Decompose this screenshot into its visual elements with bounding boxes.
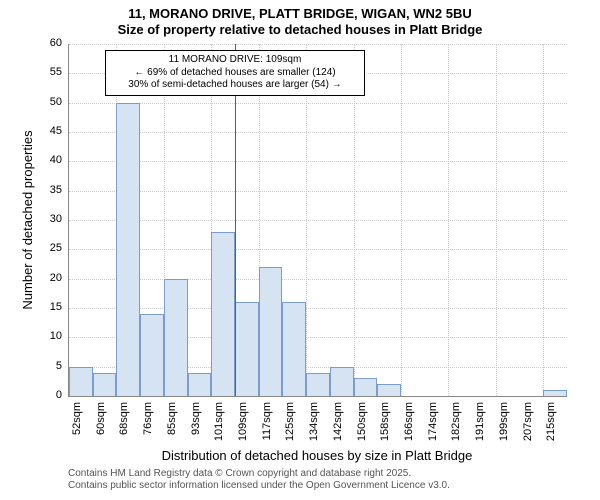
ytick-label: 20 [34,273,62,284]
annotation-line: ← 69% of detached houses are smaller (12… [111,67,359,80]
footer-line-2: Contains public sector information licen… [68,480,450,492]
histogram-bar [164,279,188,396]
xtick-label: 76sqm [143,402,154,452]
xtick-label: 182sqm [451,402,462,452]
xtick-label: 150sqm [357,402,368,452]
xtick-label: 207sqm [523,402,534,452]
xtick-label: 60sqm [96,402,107,452]
chart-titles: 11, MORANO DRIVE, PLATT BRIDGE, WIGAN, W… [0,0,600,39]
ytick-label: 15 [34,302,62,313]
y-axis-title: Number of detached properties [20,120,35,320]
histogram-bar [235,302,259,396]
ytick-label: 25 [34,243,62,254]
gridline-h [69,249,567,250]
histogram-bar [282,302,306,396]
histogram-bar [330,367,354,396]
chart-container: 11, MORANO DRIVE, PLATT BRIDGE, WIGAN, W… [0,0,600,500]
ytick-label: 5 [34,361,62,372]
ytick-label: 0 [34,390,62,401]
gridline-h [69,191,567,192]
ytick-label: 45 [34,126,62,137]
plot-area: 11 MORANO DRIVE: 109sqm← 69% of detached… [68,44,567,397]
gridline-v [543,44,544,396]
xtick-label: 117sqm [262,402,273,452]
gridline-h [69,44,567,45]
gridline-v [401,44,402,396]
xtick-label: 215sqm [546,402,557,452]
ytick-label: 35 [34,185,62,196]
gridline-h [69,103,567,104]
histogram-bar [116,103,140,396]
gridline-h [69,132,567,133]
xtick-label: 174sqm [428,402,439,452]
xtick-label: 68sqm [119,402,130,452]
histogram-bar [377,384,401,396]
histogram-bar [188,373,212,396]
gridline-h [69,161,567,162]
xtick-label: 166sqm [404,402,415,452]
xtick-label: 109sqm [238,402,249,452]
gridline-v [448,44,449,396]
xtick-label: 158sqm [380,402,391,452]
xtick-label: 93sqm [191,402,202,452]
gridline-h [69,220,567,221]
footer-line-1: Contains HM Land Registry data © Crown c… [68,468,450,480]
histogram-bar [211,232,235,396]
histogram-bar [543,390,567,396]
xtick-label: 134sqm [309,402,320,452]
xtick-label: 85sqm [167,402,178,452]
histogram-bar [140,314,164,396]
ytick-label: 60 [34,38,62,49]
histogram-bar [354,378,378,396]
reference-line [235,44,236,396]
gridline-v [306,44,307,396]
annotation-line: 11 MORANO DRIVE: 109sqm [111,54,359,67]
ytick-label: 40 [34,155,62,166]
gridline-h [69,279,567,280]
histogram-bar [69,367,93,396]
ytick-label: 10 [34,331,62,342]
xtick-label: 191sqm [475,402,486,452]
title-line-1: 11, MORANO DRIVE, PLATT BRIDGE, WIGAN, W… [0,6,600,22]
xtick-label: 52sqm [72,402,83,452]
title-line-2: Size of property relative to detached ho… [0,22,600,38]
histogram-bar [259,267,283,396]
xtick-label: 199sqm [499,402,510,452]
histogram-bar [93,373,117,396]
xtick-label: 101sqm [214,402,225,452]
footer: Contains HM Land Registry data © Crown c… [68,468,450,492]
xtick-label: 125sqm [285,402,296,452]
gridline-h [69,308,567,309]
histogram-bar [306,373,330,396]
ytick-label: 55 [34,67,62,78]
gridline-v [496,44,497,396]
annotation-line: 30% of semi-detached houses are larger (… [111,79,359,92]
ytick-label: 30 [34,214,62,225]
ytick-label: 50 [34,97,62,108]
annotation-box: 11 MORANO DRIVE: 109sqm← 69% of detached… [105,50,365,96]
gridline-v [354,44,355,396]
xtick-label: 142sqm [333,402,344,452]
